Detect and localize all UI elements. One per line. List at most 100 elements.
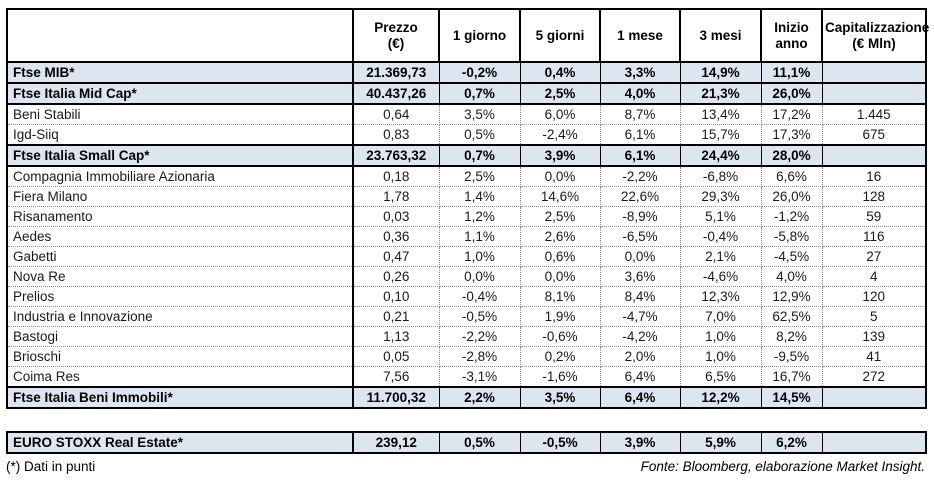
col-header-prezzo: Prezzo (€)	[352, 8, 440, 63]
cell-3-mesi: 7,0%	[679, 306, 762, 327]
col-header-1-mese: 1 mese	[599, 8, 681, 63]
row-name: Aedes	[6, 226, 354, 247]
cell-inizio-anno: -4,5%	[760, 246, 823, 267]
corner-cell	[6, 8, 354, 63]
cell-prezzo: 7,56	[352, 366, 440, 388]
cell-3-mesi: -6,8%	[679, 165, 762, 187]
cell-1-mese: -4,7%	[599, 306, 681, 327]
cell-1-mese: 6,4%	[599, 386, 681, 409]
cell-capitalizzazione: 116	[821, 226, 927, 247]
cell-prezzo: 239,12	[352, 431, 440, 454]
cell-5-giorni: 0,6%	[519, 246, 601, 267]
euro-stoxx-table: EURO STOXX Real Estate* 239,12 0,5% -0,5…	[6, 431, 927, 454]
table-row: Igd-Siiq 0,83 0,5% -2,4% 6,1% 15,7% 17,3…	[6, 124, 927, 146]
cell-prezzo: 1,13	[352, 326, 440, 347]
points-note: (*) Dati in punti	[6, 459, 96, 474]
table-row: Prelios 0,10 -0,4% 8,1% 8,4% 12,3% 12,9%…	[6, 286, 927, 307]
cell-prezzo: 0,21	[352, 306, 440, 327]
indices-stocks-table: Prezzo (€) 1 giorno 5 giorni 1 mese 3 me…	[6, 8, 929, 409]
table-row: Fiera Milano 1,78 1,4% 14,6% 22,6% 29,3%…	[6, 186, 927, 207]
row-name: Risanamento	[6, 206, 354, 227]
cell-1-giorno: 1,4%	[438, 186, 521, 207]
cell-inizio-anno: 6,2%	[760, 431, 823, 454]
cell-1-giorno: 3,5%	[438, 103, 521, 125]
cell-1-giorno: -0,2%	[438, 61, 521, 84]
cell-capitalizzazione: 128	[821, 186, 927, 207]
cell-1-giorno: 0,7%	[438, 82, 521, 105]
cell-1-mese: 8,4%	[599, 286, 681, 307]
cell-1-giorno: 1,0%	[438, 246, 521, 267]
cell-5-giorni: 6,0%	[519, 103, 601, 125]
cell-1-mese: -2,2%	[599, 165, 681, 187]
cell-5-giorni: -1,6%	[519, 366, 601, 388]
cell-3-mesi: 1,0%	[679, 326, 762, 347]
cell-inizio-anno: 6,6%	[760, 165, 823, 187]
cell-5-giorni: -0,5%	[519, 431, 601, 454]
cell-1-giorno: 0,5%	[438, 124, 521, 146]
row-name: Bastogi	[6, 326, 354, 347]
cell-1-giorno: 2,5%	[438, 165, 521, 187]
row-name: Industria e Innovazione	[6, 306, 354, 327]
cell-capitalizzazione: 139	[821, 326, 927, 347]
cell-inizio-anno: 62,5%	[760, 306, 823, 327]
cell-inizio-anno: 14,5%	[760, 386, 823, 409]
cell-1-mese: 2,0%	[599, 346, 681, 367]
cell-1-giorno: 1,2%	[438, 206, 521, 227]
cell-capitalizzazione: 1.445	[821, 103, 927, 125]
cell-capitalizzazione: 5	[821, 306, 927, 327]
table-row: Brioschi 0,05 -2,8% 0,2% 2,0% 1,0% -9,5%…	[6, 346, 927, 367]
cell-capitalizzazione: 41	[821, 346, 927, 367]
cell-prezzo: 40.437,26	[352, 82, 440, 105]
cell-capitalizzazione	[821, 82, 927, 105]
cell-1-mese: 3,6%	[599, 266, 681, 287]
row-name: Igd-Siiq	[6, 124, 354, 146]
table-row: Nova Re 0,26 0,0% 0,0% 3,6% -4,6% 4,0% 4	[6, 266, 927, 287]
cell-1-mese: 3,9%	[599, 431, 681, 454]
cell-5-giorni: 2,5%	[519, 206, 601, 227]
cell-1-giorno: -0,4%	[438, 286, 521, 307]
cell-inizio-anno: 11,1%	[760, 61, 823, 84]
cell-1-giorno: 0,5%	[438, 431, 521, 454]
table-row: Compagnia Immobiliare Azionaria 0,18 2,5…	[6, 165, 927, 187]
table-row: Risanamento 0,03 1,2% 2,5% -8,9% 5,1% -1…	[6, 206, 927, 227]
cell-1-mese: 0,0%	[599, 246, 681, 267]
cell-5-giorni: 3,5%	[519, 386, 601, 409]
cell-3-mesi: -0,4%	[679, 226, 762, 247]
cell-1-mese: 8,7%	[599, 103, 681, 125]
cell-1-mese: 6,1%	[599, 144, 681, 167]
cell-capitalizzazione: 59	[821, 206, 927, 227]
cell-prezzo: 1,78	[352, 186, 440, 207]
cell-5-giorni: 2,5%	[519, 82, 601, 105]
cell-inizio-anno: 17,2%	[760, 103, 823, 125]
header-row: Prezzo (€) 1 giorno 5 giorni 1 mese 3 me…	[6, 8, 929, 63]
row-name: Ftse Italia Small Cap*	[6, 144, 354, 167]
cell-prezzo: 0,83	[352, 124, 440, 146]
row-name: Nova Re	[6, 266, 354, 287]
cell-1-mese: -8,9%	[599, 206, 681, 227]
cell-3-mesi: 1,0%	[679, 346, 762, 367]
cell-1-mese: -6,5%	[599, 226, 681, 247]
cell-capitalizzazione: 16	[821, 165, 927, 187]
cell-1-mese: 4,0%	[599, 82, 681, 105]
table-row: Gabetti 0,47 1,0% 0,6% 0,0% 2,1% -4,5% 2…	[6, 246, 927, 267]
row-name: Brioschi	[6, 346, 354, 367]
col-header-1-giorno: 1 giorno	[438, 8, 521, 63]
cell-prezzo: 0,47	[352, 246, 440, 267]
cell-capitalizzazione	[821, 386, 927, 409]
row-name: Ftse MIB*	[6, 61, 354, 84]
cell-5-giorni: 8,1%	[519, 286, 601, 307]
table-row: Industria e Innovazione 0,21 -0,5% 1,9% …	[6, 306, 927, 327]
table-row: Ftse MIB* 21.369,73 -0,2% 0,4% 3,3% 14,9…	[6, 61, 927, 84]
cell-3-mesi: 2,1%	[679, 246, 762, 267]
cell-prezzo: 0,03	[352, 206, 440, 227]
cell-3-mesi: 21,3%	[679, 82, 762, 105]
cell-1-giorno: 0,0%	[438, 266, 521, 287]
page: Prezzo (€) 1 giorno 5 giorni 1 mese 3 me…	[6, 8, 929, 474]
cell-1-mese: 6,4%	[599, 366, 681, 388]
cell-5-giorni: 1,9%	[519, 306, 601, 327]
cell-1-mese: 6,1%	[599, 124, 681, 146]
cell-inizio-anno: -5,8%	[760, 226, 823, 247]
table-row: Ftse Italia Beni Immobili* 11.700,32 2,2…	[6, 386, 927, 409]
table-row: Ftse Italia Small Cap* 23.763,32 0,7% 3,…	[6, 144, 927, 167]
cell-1-giorno: 2,2%	[438, 386, 521, 409]
